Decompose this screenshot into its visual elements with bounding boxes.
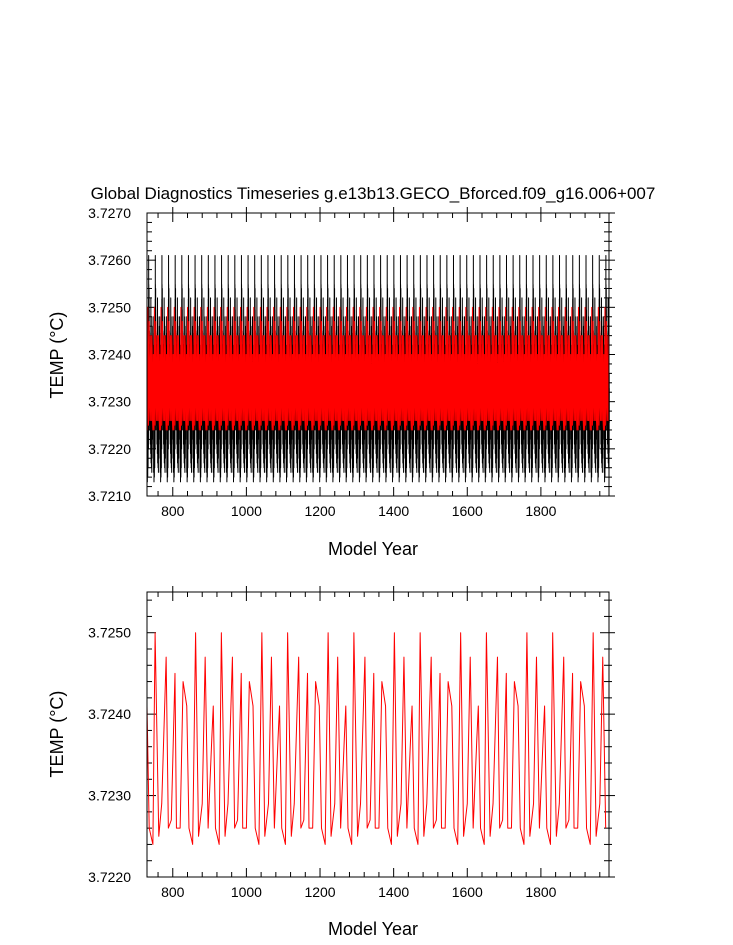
chart-2-x-tick-label: 1600 (452, 884, 483, 900)
chart-1-x-tick-label: 800 (161, 503, 185, 519)
chart-2-plot-frame (146, 591, 610, 878)
chart-2-y-tick-label: 3.7220 (88, 869, 131, 885)
chart-2-y-axis-title: TEMP (°C) (47, 691, 67, 778)
chart-2-x-axis-title: Model Year (328, 919, 418, 939)
chart-1-x-axis-title: Model Year (328, 539, 418, 559)
chart-2-y-tick-label: 3.7240 (88, 706, 131, 722)
chart-1-x-tick-label: 1400 (378, 503, 409, 519)
chart-2-ticks (147, 586, 615, 878)
chart-1-x-tick-label: 1800 (525, 503, 556, 519)
chart-1-x-tick-label: 1200 (304, 503, 335, 519)
chart-1-title: Global Diagnostics Timeseries g.e13b13.G… (91, 184, 656, 203)
chart-1-y-axis-title: TEMP (°C) (47, 312, 67, 399)
chart-1-y-tick-label: 3.7250 (88, 299, 131, 315)
chart-1-y-tick-label: 3.7230 (88, 394, 131, 410)
chart-1-y-tick-label: 3.7270 (88, 205, 131, 221)
chart-1-y-tick-label: 3.7210 (88, 488, 131, 504)
chart-2-x-tick-label: 800 (161, 884, 185, 900)
chart-2-tick-labels: 800 1000 1200 1400 1600 1800 3.7220 3.7230 3.724… (88, 625, 557, 900)
chart-1-y-tick-label: 3.7240 (88, 347, 131, 363)
chart-2-x-tick-label: 1800 (525, 884, 556, 900)
chart-1-x-tick-label: 1600 (452, 503, 483, 519)
chart-1-x-tick-label: 1000 (231, 503, 262, 519)
chart-2-x-tick-label: 1200 (304, 884, 335, 900)
chart-2-series-line-1 (146, 632, 607, 845)
chart-1: 800 1000 1200 1400 1600 1800 3.7210 3.7220 3.723… (47, 205, 615, 559)
chart-2-y-tick-label: 3.7250 (88, 625, 131, 641)
chart-2-y-tick-label: 3.7230 (88, 788, 131, 804)
chart-2-x-tick-label: 1400 (378, 884, 409, 900)
chart-1-series-line-2 (146, 306, 610, 431)
chart-1-y-tick-label: 3.7220 (88, 441, 131, 457)
chart-1-plot-frame (146, 212, 610, 497)
chart-2: 800 1000 1200 1400 1600 1800 3.7220 3.7230 3.724… (47, 586, 615, 939)
chart-2-x-tick-label: 1000 (231, 884, 262, 900)
chart-2-series (146, 632, 607, 845)
chart-1-series (146, 254, 610, 483)
chart-1-tick-labels: 800 1000 1200 1400 1600 1800 3.7210 3.7220 3.723… (88, 205, 557, 519)
chart-1-y-tick-label: 3.7260 (88, 252, 131, 268)
